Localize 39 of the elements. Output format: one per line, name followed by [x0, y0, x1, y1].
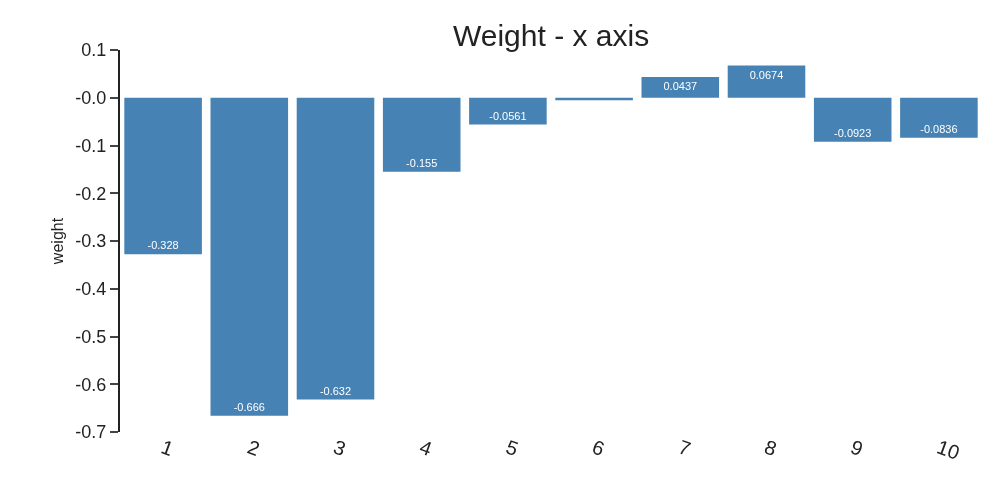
- data-label: -0.328: [147, 239, 179, 252]
- x-tick-label: 6: [589, 435, 608, 460]
- x-tick-label: 10: [934, 435, 963, 464]
- data-label: -0.632: [319, 384, 352, 397]
- y-tick-label: 0.1: [81, 40, 107, 61]
- x-tick-label: 3: [330, 435, 349, 460]
- y-tick-label: -0.7: [75, 422, 107, 443]
- x-tick-label: 7: [675, 435, 694, 460]
- data-label: 0.0674: [749, 68, 784, 81]
- data-label: -0.155: [406, 156, 438, 169]
- bar: [900, 97, 978, 138]
- bar: [382, 97, 461, 172]
- x-tick-label: 1: [158, 435, 177, 460]
- x-tick-label: 2: [244, 435, 263, 460]
- bar: [469, 97, 547, 125]
- data-label: -0.0561: [489, 109, 527, 122]
- x-tick-label: 9: [847, 435, 866, 460]
- bar: [813, 97, 892, 142]
- y-tick-label: -0.4: [75, 279, 107, 300]
- y-tick-label: -0.0: [75, 88, 107, 109]
- y-tick-label: -0.3: [75, 231, 107, 252]
- data-label: -0.0836: [920, 122, 958, 135]
- y-tick-label: -0.5: [75, 326, 107, 347]
- y-tick-label: -0.1: [75, 135, 107, 156]
- data-label: 0.0437: [663, 79, 698, 92]
- data-label: -0.666: [233, 400, 265, 413]
- bar: [296, 97, 375, 400]
- y-tick-label: -0.2: [75, 183, 107, 204]
- bar: [124, 97, 202, 255]
- x-tick-label: 5: [503, 435, 522, 460]
- bar: [727, 65, 806, 98]
- data-label: -0.0923: [834, 126, 872, 139]
- x-tick-label: 4: [416, 435, 435, 460]
- y-tick-label: -0.6: [75, 374, 107, 395]
- bar: [210, 97, 289, 416]
- x-tick-label: 8: [761, 435, 780, 460]
- y-axis-title: weight: [48, 217, 66, 266]
- chart-title: Weight - x axis: [453, 18, 650, 52]
- bar: [641, 76, 720, 98]
